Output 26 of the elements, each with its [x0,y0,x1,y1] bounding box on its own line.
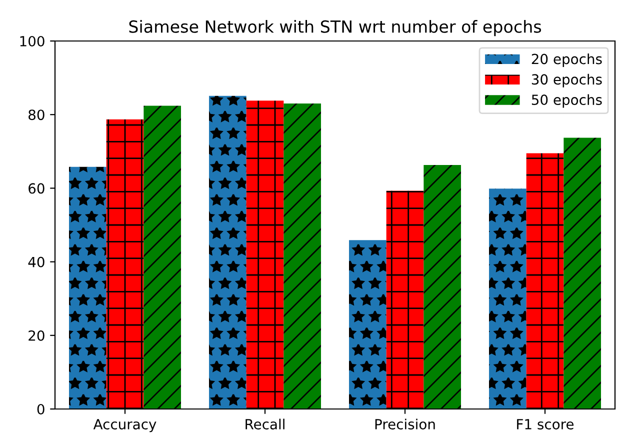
x-tick-label: Precision [375,418,435,430]
y-tick-label: 80 [28,110,44,120]
bar [349,240,386,409]
y-tick-label: 60 [28,183,44,194]
y-tick-label: 20 [28,330,44,341]
bar [526,153,564,409]
y-tick-label: 0 [37,404,44,414]
bar [386,190,424,409]
chart-title: Siamese Network with STN wrt number of epochs [129,20,542,36]
y-tick-label: 40 [28,256,44,268]
bar [209,96,246,409]
bar [69,166,106,409]
bar [246,100,284,409]
bar [284,104,321,409]
bar [106,119,144,409]
bar [489,188,526,409]
legend-label: 50 epochs [532,94,602,108]
x-tick-label: Recall [246,418,284,430]
bar [564,138,601,409]
legend-label: 20 epochs [532,54,602,67]
x-tick-label: F1 score [517,419,574,430]
y-tick-label: 100 [20,36,44,46]
legend-label: 30 epochs [532,74,602,88]
x-tick-label: Accuracy [93,419,156,432]
bar [144,106,181,409]
bar [424,165,461,409]
